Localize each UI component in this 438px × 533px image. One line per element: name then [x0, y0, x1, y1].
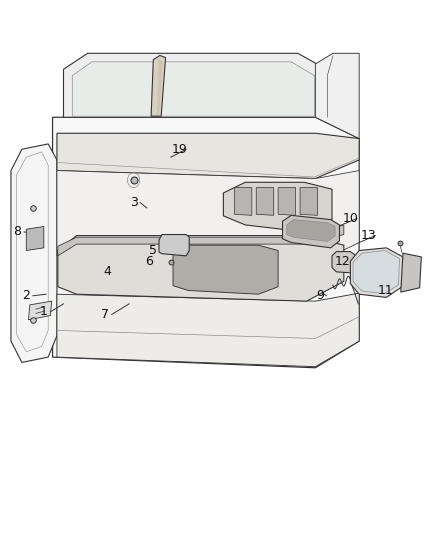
Polygon shape [57, 133, 359, 179]
Polygon shape [315, 53, 359, 139]
Polygon shape [57, 171, 359, 264]
Text: 2: 2 [22, 289, 30, 302]
Polygon shape [256, 188, 274, 215]
Text: 19: 19 [172, 143, 187, 156]
Polygon shape [332, 252, 355, 273]
Text: 4: 4 [103, 265, 111, 278]
Text: 5: 5 [149, 244, 157, 257]
Polygon shape [58, 236, 344, 301]
Polygon shape [58, 225, 344, 256]
Polygon shape [287, 220, 335, 241]
Polygon shape [173, 245, 278, 294]
Text: 10: 10 [343, 212, 358, 225]
Polygon shape [151, 55, 166, 116]
Polygon shape [11, 144, 57, 362]
Polygon shape [157, 59, 163, 115]
Polygon shape [28, 301, 52, 320]
Text: 12: 12 [335, 255, 350, 268]
Polygon shape [353, 251, 399, 294]
Polygon shape [159, 235, 189, 256]
Polygon shape [234, 188, 252, 215]
Polygon shape [64, 53, 326, 117]
Polygon shape [57, 293, 359, 367]
Text: 1: 1 [40, 305, 48, 318]
Text: 8: 8 [14, 225, 21, 238]
Polygon shape [278, 188, 296, 215]
Polygon shape [53, 117, 359, 368]
Text: 9: 9 [316, 289, 324, 302]
Polygon shape [401, 253, 421, 292]
Text: 7: 7 [101, 308, 109, 321]
Text: 6: 6 [145, 255, 153, 268]
Polygon shape [72, 62, 314, 116]
Text: 11: 11 [378, 284, 393, 297]
Text: 13: 13 [361, 229, 377, 242]
Polygon shape [350, 248, 403, 297]
Polygon shape [223, 182, 332, 232]
Polygon shape [283, 215, 339, 248]
Text: 3: 3 [130, 196, 138, 209]
Polygon shape [26, 227, 44, 251]
Polygon shape [300, 188, 318, 215]
